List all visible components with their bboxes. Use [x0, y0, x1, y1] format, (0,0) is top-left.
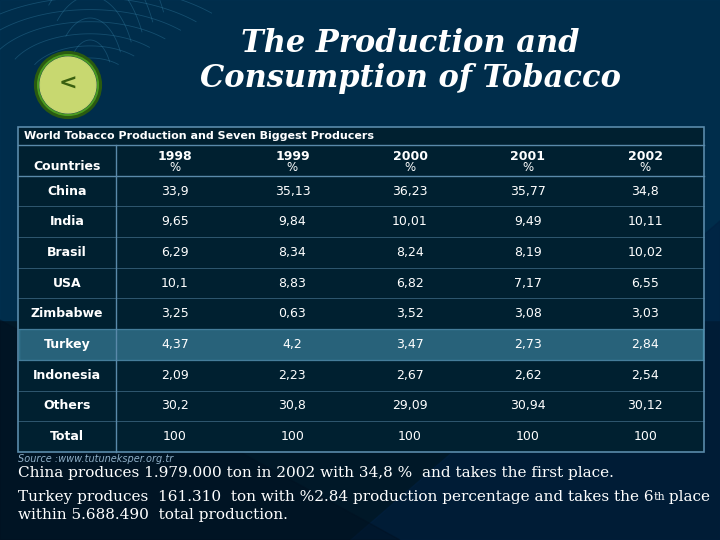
Text: 8,83: 8,83: [279, 276, 306, 289]
Polygon shape: [0, 320, 400, 540]
Text: Turkey produces  161.310  ton with %2.84 production percentage and takes the 6: Turkey produces 161.310 ton with %2.84 p…: [18, 490, 654, 504]
Text: 10,11: 10,11: [627, 215, 663, 228]
Text: %: %: [639, 161, 651, 174]
Text: th: th: [654, 492, 665, 502]
Text: 35,77: 35,77: [510, 185, 546, 198]
Text: Source :www.tutuneksper.org.tr: Source :www.tutuneksper.org.tr: [18, 454, 174, 464]
Text: 35,13: 35,13: [274, 185, 310, 198]
Text: 0,63: 0,63: [279, 307, 306, 320]
Text: %: %: [287, 161, 298, 174]
Text: Others: Others: [43, 400, 91, 413]
Text: 7,17: 7,17: [513, 276, 541, 289]
Text: 100: 100: [398, 430, 422, 443]
Text: 2,23: 2,23: [279, 369, 306, 382]
Text: 1999: 1999: [275, 150, 310, 163]
Text: 3,25: 3,25: [161, 307, 189, 320]
Text: 2002: 2002: [628, 150, 662, 163]
Text: 34,8: 34,8: [631, 185, 659, 198]
Text: 10,02: 10,02: [627, 246, 663, 259]
Text: Total: Total: [50, 430, 84, 443]
Text: USA: USA: [53, 276, 81, 289]
Text: 2001: 2001: [510, 150, 545, 163]
Text: Zimbabwe: Zimbabwe: [31, 307, 103, 320]
Bar: [19, 329, 703, 360]
Text: 30,2: 30,2: [161, 400, 189, 413]
Text: 6,29: 6,29: [161, 246, 189, 259]
Text: %: %: [169, 161, 181, 174]
Text: 2,62: 2,62: [514, 369, 541, 382]
Text: 6,55: 6,55: [631, 276, 659, 289]
Text: 8,24: 8,24: [396, 246, 424, 259]
Text: 8,34: 8,34: [279, 246, 306, 259]
Text: 2000: 2000: [392, 150, 428, 163]
Circle shape: [40, 57, 96, 113]
Text: 10,1: 10,1: [161, 276, 189, 289]
Text: 3,47: 3,47: [396, 338, 424, 351]
Text: China produces 1.979.000 ton in 2002 with 34,8 %  and takes the first place.: China produces 1.979.000 ton in 2002 wit…: [18, 466, 614, 480]
Text: 8,19: 8,19: [514, 246, 541, 259]
Text: <: <: [59, 74, 77, 94]
Text: India: India: [50, 215, 84, 228]
Text: 9,65: 9,65: [161, 215, 189, 228]
Bar: [0, 0, 720, 320]
Text: Turkey: Turkey: [44, 338, 91, 351]
Text: 3,08: 3,08: [513, 307, 541, 320]
Text: 100: 100: [163, 430, 186, 443]
Text: 100: 100: [634, 430, 657, 443]
Text: 1998: 1998: [158, 150, 192, 163]
Text: 10,01: 10,01: [392, 215, 428, 228]
Text: World Tobacco Production and Seven Biggest Producers: World Tobacco Production and Seven Bigge…: [24, 131, 374, 141]
Text: China: China: [48, 185, 86, 198]
Text: 3,52: 3,52: [396, 307, 424, 320]
Text: 36,23: 36,23: [392, 185, 428, 198]
Text: 2,84: 2,84: [631, 338, 659, 351]
Text: 9,84: 9,84: [279, 215, 306, 228]
Text: 30,8: 30,8: [279, 400, 306, 413]
Text: Countries: Countries: [33, 160, 101, 173]
Text: 6,82: 6,82: [396, 276, 424, 289]
Text: place: place: [664, 490, 710, 504]
Text: 100: 100: [516, 430, 539, 443]
Text: 4,37: 4,37: [161, 338, 189, 351]
Text: %: %: [522, 161, 534, 174]
Text: The Production and: The Production and: [240, 28, 580, 58]
Text: within 5.688.490  total production.: within 5.688.490 total production.: [18, 508, 288, 522]
Polygon shape: [350, 220, 720, 540]
Bar: [18, 127, 704, 452]
Text: 30,12: 30,12: [627, 400, 663, 413]
Text: 2,54: 2,54: [631, 369, 659, 382]
Text: 9,49: 9,49: [514, 215, 541, 228]
Text: 29,09: 29,09: [392, 400, 428, 413]
Text: 2,67: 2,67: [396, 369, 424, 382]
Text: 2,09: 2,09: [161, 369, 189, 382]
Text: Indonesia: Indonesia: [33, 369, 101, 382]
Text: 4,2: 4,2: [282, 338, 302, 351]
Text: %: %: [405, 161, 415, 174]
Text: Consumption of Tobacco: Consumption of Tobacco: [199, 63, 621, 93]
Text: 3,03: 3,03: [631, 307, 659, 320]
Text: 33,9: 33,9: [161, 185, 189, 198]
Text: Brasil: Brasil: [47, 246, 87, 259]
Text: 30,94: 30,94: [510, 400, 546, 413]
Text: 100: 100: [281, 430, 305, 443]
Text: 2,73: 2,73: [514, 338, 541, 351]
